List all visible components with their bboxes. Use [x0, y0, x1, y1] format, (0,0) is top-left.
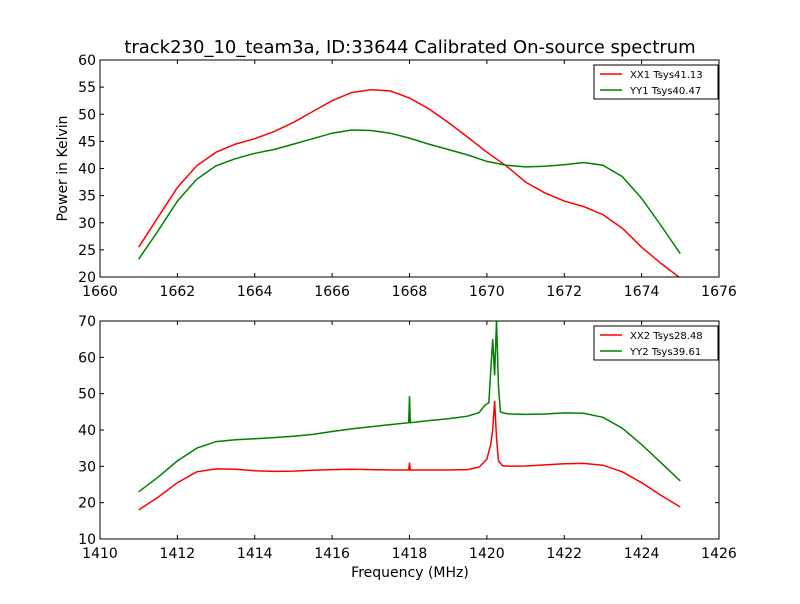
x-tick-label: 1664 [237, 284, 273, 300]
x-tick-label: 1670 [469, 284, 505, 300]
chart-title: track230_10_team3a, ID:33644 Calibrated … [124, 37, 695, 58]
y-axis-label: Power in Kelvin [55, 115, 71, 221]
top-panel: 1660 1662 1664 1666 1668 1670 1672 1674 1676 20 25… [55, 53, 737, 300]
series-line-xx [138, 400, 681, 511]
x-tick-label: 1668 [392, 284, 428, 300]
legend-box [593, 325, 719, 361]
x-tick-label: 1674 [624, 284, 660, 300]
series-line-yy [138, 129, 681, 260]
x-tick-label: 1424 [624, 546, 660, 562]
y-tick-label: 40 [78, 162, 96, 178]
bottom-panel: 1410 1412 1414 1416 1418 1420 1422 1424 1426 10 20… [78, 314, 737, 562]
legend: XX1 Tsys41.13 YY1 Tsys40.47 [593, 64, 719, 100]
y-tick-label: 60 [78, 350, 96, 366]
y-tick-label: 20 [78, 270, 96, 286]
x-tick-label: 1666 [314, 284, 350, 300]
x-tick-label: 1412 [160, 546, 196, 562]
x-tick-label: 1676 [701, 284, 737, 300]
y-tick-label: 30 [78, 459, 96, 475]
x-tick-label: 1418 [392, 546, 428, 562]
x-tick-label: 1422 [546, 546, 582, 562]
x-tick-label: 1420 [469, 546, 505, 562]
x-tick-label: 1414 [237, 546, 273, 562]
legend-entry: XX2 Tsys28.48 [630, 331, 703, 342]
y-tick-label: 20 [78, 496, 96, 512]
y-tick-label: 70 [78, 314, 96, 330]
x-axis-label: Frequency (MHz) [351, 565, 469, 581]
y-tick-label: 55 [78, 80, 96, 96]
y-tick-label: 35 [78, 189, 96, 205]
y-tick-label: 30 [78, 216, 96, 232]
y-tick-label: 10 [78, 532, 96, 548]
x-tick-label: 1662 [160, 284, 196, 300]
x-tick-label: 1410 [82, 546, 118, 562]
y-tick-label: 60 [78, 53, 96, 69]
legend-box [593, 64, 719, 100]
x-tick-label: 1416 [314, 546, 350, 562]
y-tick-label: 50 [78, 387, 96, 403]
y-tick-label: 50 [78, 107, 96, 123]
y-tick-label: 40 [78, 423, 96, 439]
legend-entry: YY2 Tsys39.61 [629, 347, 701, 358]
y-tick-label: 25 [78, 243, 96, 259]
x-tick-label: 1660 [82, 284, 118, 300]
legend-entry: XX1 Tsys41.13 [630, 70, 703, 81]
x-tick-label: 1426 [701, 546, 737, 562]
series-line-yy [138, 321, 681, 493]
y-tick-label: 45 [78, 134, 96, 150]
series-line-xx [138, 89, 681, 277]
legend: XX2 Tsys28.48 YY2 Tsys39.61 [593, 325, 719, 361]
legend-entry: YY1 Tsys40.47 [629, 86, 701, 97]
x-tick-label: 1672 [546, 284, 582, 300]
